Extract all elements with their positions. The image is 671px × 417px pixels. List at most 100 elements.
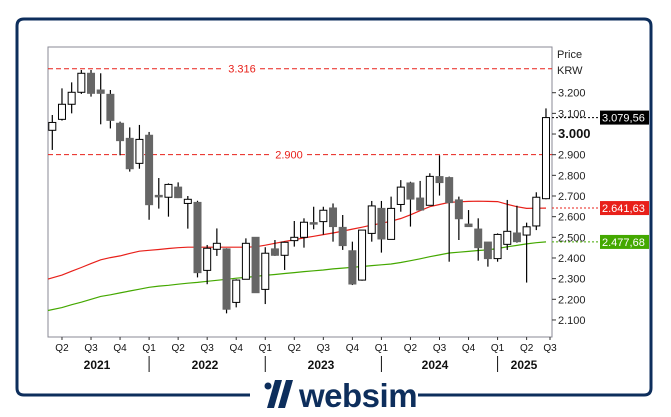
moving-average-green-tag-background: [600, 234, 649, 249]
candle-body-down: [125, 137, 134, 170]
candle: [299, 218, 308, 248]
moving-average-red-line: [47, 200, 547, 280]
candle-body-up: [261, 252, 270, 290]
candle-body-down: [309, 222, 318, 225]
candle-body-down: [406, 182, 415, 200]
candle: [445, 176, 454, 262]
candle-body-down: [87, 72, 96, 94]
candle: [319, 206, 328, 235]
candle: [348, 241, 357, 286]
y-tick-label: 3.200: [558, 88, 586, 100]
last-price-tag: 3.079,56: [552, 110, 649, 125]
candle-body-up: [299, 221, 308, 238]
y-axis: 3.200 3.100 3.000 2.900 2.800 2.700 2.600 2.500…: [552, 88, 591, 327]
candle-body-down: [435, 176, 444, 184]
candle-body-up: [241, 242, 250, 280]
candle: [454, 196, 463, 241]
candle-body-up: [396, 186, 405, 205]
y-axis-title-price: Price: [557, 49, 582, 61]
candle-body-up: [532, 196, 541, 227]
candle-body-up: [493, 233, 502, 260]
frame-bottom-right: [418, 387, 653, 397]
candle-body-down: [154, 194, 163, 198]
candle: [522, 222, 531, 283]
candle: [87, 69, 96, 97]
candle-body-up: [358, 229, 367, 281]
candle-body-up: [290, 236, 299, 242]
x-quarter-label: Q3: [84, 343, 98, 354]
moving-average-red-tag-label: 2.641,63: [602, 203, 645, 215]
candle: [416, 180, 425, 211]
candle-body-down: [116, 122, 125, 142]
candle: [483, 241, 492, 267]
x-quarter-label: Q2: [404, 343, 418, 354]
candle-body-up: [212, 242, 221, 250]
candle: [358, 229, 367, 281]
candle: [57, 88, 66, 121]
last-price-tag-background: [600, 110, 649, 125]
candle: [425, 173, 434, 206]
candle-body-down: [193, 201, 202, 274]
candle: [532, 192, 541, 231]
candle-body-up: [522, 226, 531, 236]
candle: [406, 181, 415, 227]
candle: [280, 241, 289, 270]
reference-lines: 3.316 2.900: [48, 64, 552, 162]
y-tick-label: 2.300: [558, 274, 586, 286]
candles: [48, 69, 550, 314]
plot-area: [47, 46, 553, 338]
x-quarter-label: Q1: [491, 343, 505, 354]
x-quarter-label: Q4: [346, 343, 360, 354]
frame-bottom-left: [15, 387, 250, 397]
candle-body-up: [232, 279, 241, 303]
candle-body-down: [222, 248, 231, 310]
candle-body-down: [464, 223, 473, 228]
x-quarter-label: Q4: [462, 343, 476, 354]
candle: [512, 205, 521, 243]
candle-body-up: [541, 117, 550, 200]
candle-body-up: [77, 72, 86, 93]
candle: [154, 178, 163, 209]
candle: [232, 279, 241, 308]
candle: [67, 82, 76, 114]
candle: [290, 220, 299, 247]
x-quarter-label: Q4: [113, 343, 127, 354]
x-quarter-label: Q3: [433, 343, 447, 354]
price-tags: 3.079,56 2.641,63 2.477,68: [552, 110, 649, 249]
candle-body-down: [512, 232, 521, 243]
candle: [203, 244, 212, 285]
candle-body-up: [319, 209, 328, 223]
candle-body-up: [183, 198, 192, 204]
candle: [493, 233, 502, 262]
candle: [135, 124, 144, 169]
candle-body-down: [329, 207, 338, 228]
candle: [464, 210, 473, 228]
candle: [503, 199, 512, 250]
y-tick-label: 2.400: [558, 253, 586, 265]
candle-body-down: [251, 236, 260, 294]
x-quarter-label: Q1: [259, 343, 273, 354]
candle: [251, 236, 260, 294]
x-year-label: 2021: [84, 358, 111, 372]
candle-body-down: [106, 93, 115, 121]
candle: [77, 69, 86, 94]
candle-body-up: [280, 241, 289, 256]
x-quarter-label: Q3: [201, 343, 215, 354]
candle: [270, 240, 279, 256]
y-tick-label: 2.100: [558, 315, 586, 327]
y-axis-title-currency: KRW: [557, 65, 583, 77]
websim-logo-text: websim: [298, 377, 417, 414]
reference-line-label: 3.316: [228, 64, 256, 76]
candle-body-down: [454, 199, 463, 220]
candle-body-down: [416, 197, 425, 211]
candle: [396, 180, 405, 212]
candle: [541, 108, 550, 200]
last-price-tag-label: 3.079,56: [602, 113, 645, 125]
candle: [435, 155, 444, 196]
candle-body-up: [48, 121, 57, 131]
x-quarter-label: Q1: [375, 343, 389, 354]
websim-logo: websim: [264, 377, 418, 414]
moving-average-green-tag-label: 2.477,68: [602, 237, 645, 249]
candle: [106, 90, 115, 129]
candle-body-down: [377, 207, 386, 240]
